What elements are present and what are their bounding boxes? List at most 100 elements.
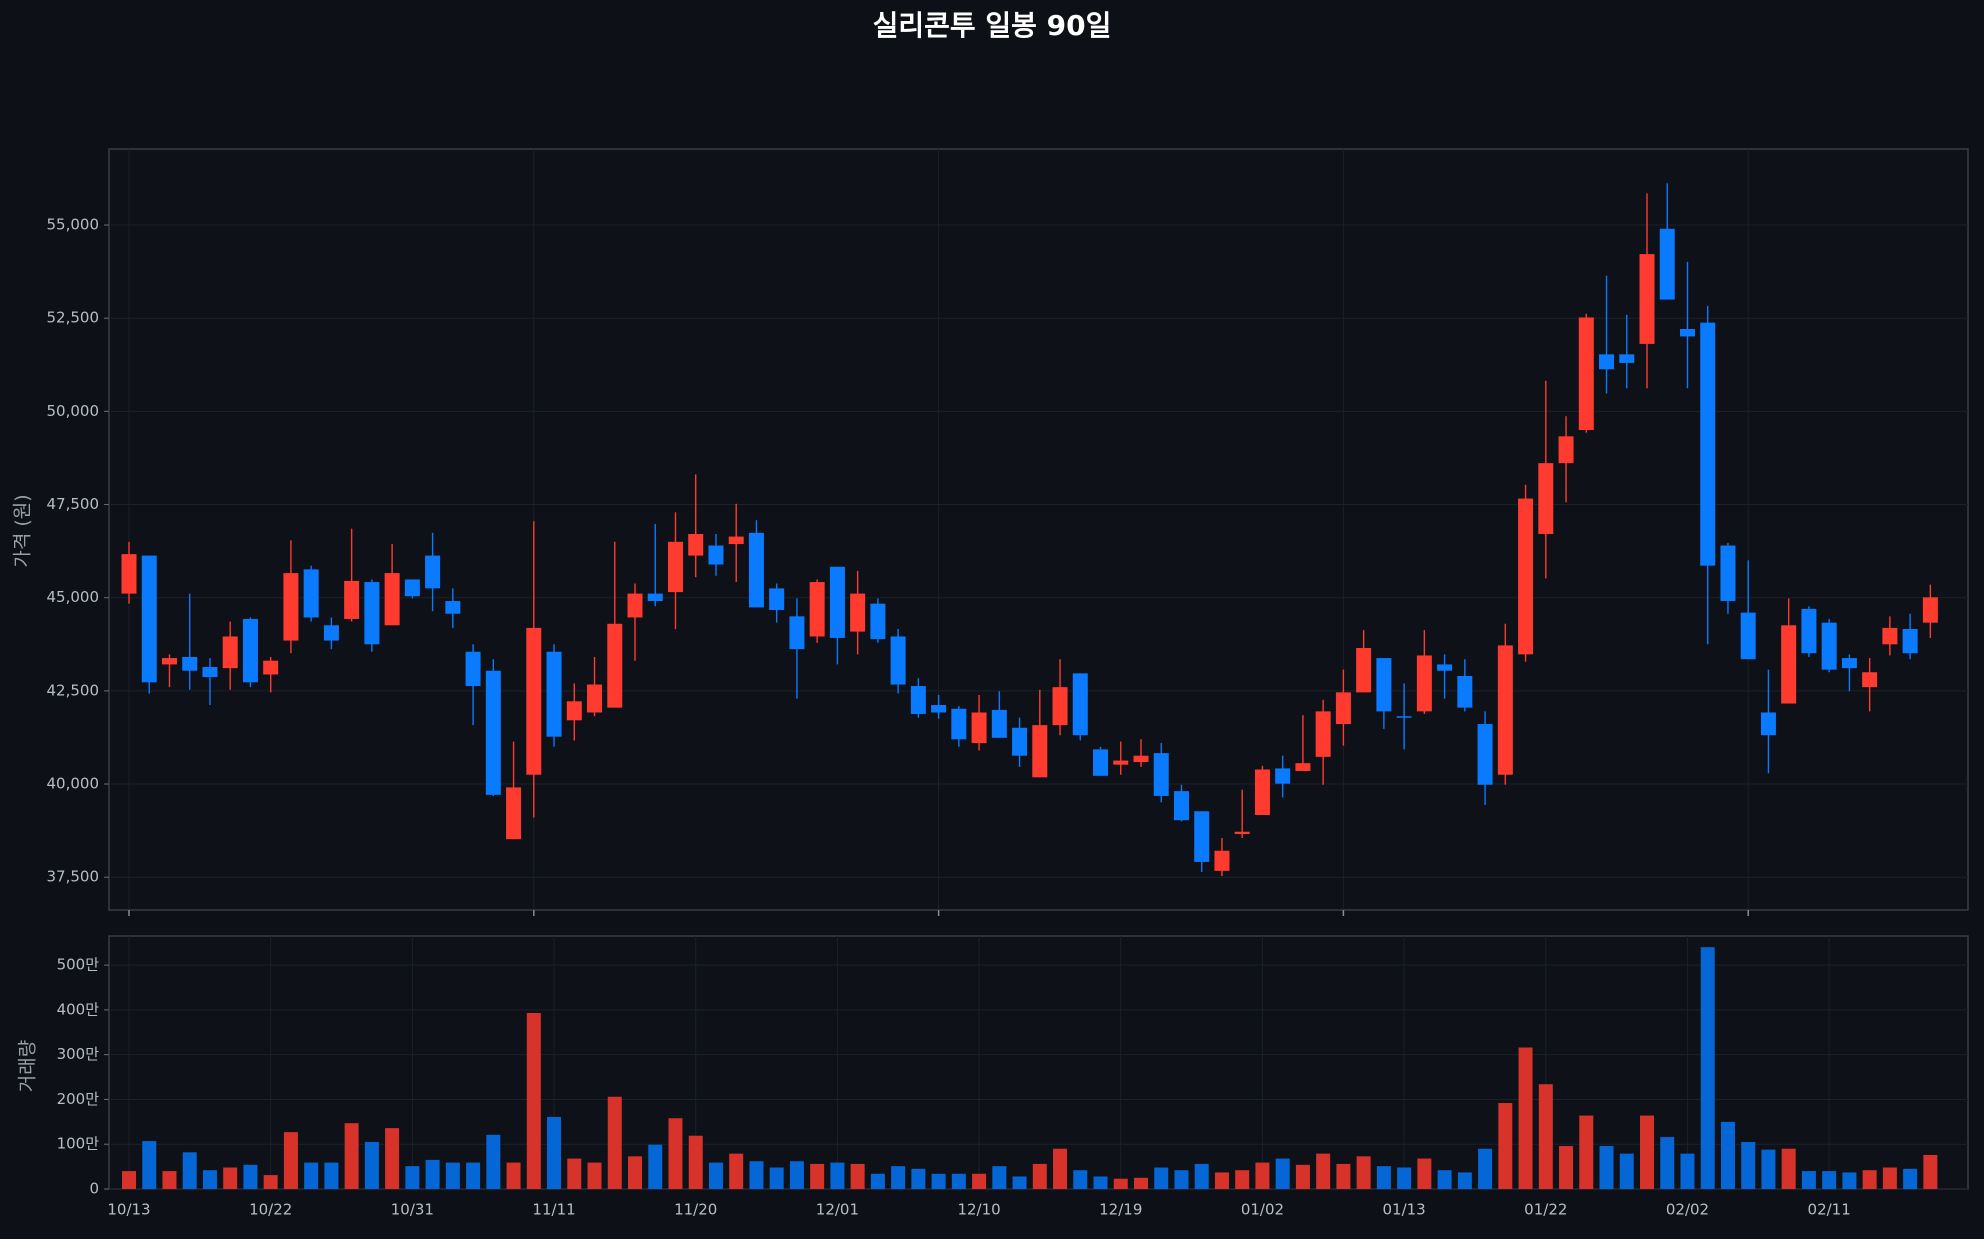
candle-body xyxy=(910,686,926,714)
volume-bar xyxy=(1680,1153,1695,1189)
candle-body xyxy=(202,667,218,678)
x-tick-label: 02/11 xyxy=(1808,1201,1851,1219)
candle-body xyxy=(546,651,562,737)
candle-body xyxy=(1821,622,1837,670)
chart-title: 실리콘투 일봉 90일 xyxy=(873,9,1112,42)
volume-bar xyxy=(344,1123,359,1189)
volume-bar xyxy=(405,1166,420,1189)
volume-bar xyxy=(992,1166,1007,1189)
y-tick-label: 50,000 xyxy=(47,402,100,420)
volume-bar xyxy=(1700,947,1715,1189)
volume-bar xyxy=(1761,1149,1776,1189)
volume-bar xyxy=(587,1162,602,1189)
candle-body xyxy=(1720,545,1736,602)
volume-bar xyxy=(223,1167,238,1189)
candle-body xyxy=(1801,608,1817,654)
candle-body xyxy=(364,582,380,645)
candle-body xyxy=(1396,716,1412,718)
candle-body xyxy=(1416,655,1432,712)
candle-body xyxy=(1700,322,1716,566)
volume-bar xyxy=(142,1141,157,1189)
candle-body xyxy=(1760,712,1776,736)
volume-bar xyxy=(202,1170,217,1189)
candle-body xyxy=(485,670,501,795)
volume-tick-label: 100만 xyxy=(57,1135,100,1153)
volume-bar xyxy=(1316,1153,1331,1189)
candle-body xyxy=(1194,811,1210,862)
candle-body xyxy=(404,579,420,597)
volume-bar xyxy=(324,1162,339,1189)
candle-body xyxy=(182,656,198,671)
volume-bar xyxy=(1599,1146,1614,1189)
volume-bar xyxy=(1174,1170,1189,1189)
volume-tick-label: 500만 xyxy=(57,956,100,974)
candle-body xyxy=(384,573,400,626)
candle-body xyxy=(283,573,299,641)
candle-body xyxy=(890,636,906,685)
volume-bar xyxy=(243,1164,258,1189)
candle-body xyxy=(1457,675,1473,708)
volume-bar xyxy=(1741,1141,1756,1189)
candle-body xyxy=(1781,625,1797,704)
x-tick-label: 10/13 xyxy=(107,1201,150,1219)
volume-bar xyxy=(628,1156,642,1189)
volume-bar xyxy=(769,1167,784,1189)
volume-bar xyxy=(1134,1177,1148,1189)
candle-body xyxy=(1922,597,1938,623)
candle-body xyxy=(323,625,339,641)
candle-body xyxy=(1275,768,1291,784)
volume-bar xyxy=(870,1173,885,1189)
candle-body xyxy=(506,787,522,840)
volume-bar xyxy=(263,1175,278,1189)
candle-body xyxy=(1335,692,1351,725)
candle-body xyxy=(1558,436,1574,464)
candle-body xyxy=(931,705,947,713)
volume-bar xyxy=(1559,1146,1574,1189)
candle-body xyxy=(1679,329,1695,337)
candle-body xyxy=(667,541,683,593)
x-tick-label: 01/22 xyxy=(1524,1201,1567,1219)
candle-body xyxy=(1173,791,1189,821)
candle-body xyxy=(1012,727,1028,756)
y-tick-label: 42,500 xyxy=(47,681,100,699)
volume-bar xyxy=(1113,1178,1128,1189)
candle-body xyxy=(566,701,582,721)
candle-body xyxy=(121,554,137,594)
candle-body xyxy=(1862,672,1878,688)
candle-body xyxy=(1254,769,1270,815)
volume-bar xyxy=(931,1173,946,1189)
volume-bar xyxy=(1255,1162,1270,1189)
volume-bar xyxy=(1518,1047,1533,1189)
volume-tick-label: 0 xyxy=(89,1180,99,1198)
candle-body xyxy=(1578,317,1594,430)
candle-body xyxy=(445,601,461,614)
candle-body xyxy=(161,658,177,665)
candle-body xyxy=(789,616,805,650)
volume-bar xyxy=(1437,1170,1452,1189)
candle-body xyxy=(728,536,744,545)
volume-bar xyxy=(1053,1148,1068,1189)
candle-body xyxy=(991,709,1007,738)
candle-body xyxy=(1497,645,1513,775)
candle-body xyxy=(647,593,663,602)
candle-body xyxy=(850,593,866,632)
volume-bar xyxy=(1417,1158,1432,1189)
volume-bar xyxy=(1822,1171,1837,1189)
candle-body xyxy=(242,618,258,683)
volume-bar xyxy=(951,1173,966,1189)
volume-bar xyxy=(668,1118,683,1189)
candle-body xyxy=(1032,725,1048,778)
candle-body xyxy=(607,623,623,708)
volume-bar xyxy=(526,1013,541,1189)
volume-bar xyxy=(162,1171,177,1189)
volume-bar xyxy=(1397,1167,1412,1189)
volume-bar xyxy=(1336,1163,1351,1189)
volume-bar xyxy=(283,1132,298,1189)
candle-body xyxy=(1902,629,1918,654)
volume-tick-label: 400만 xyxy=(57,1000,100,1018)
volume-bar xyxy=(1154,1167,1169,1189)
candle-body xyxy=(627,593,643,618)
y-tick-label: 40,000 xyxy=(47,775,100,793)
